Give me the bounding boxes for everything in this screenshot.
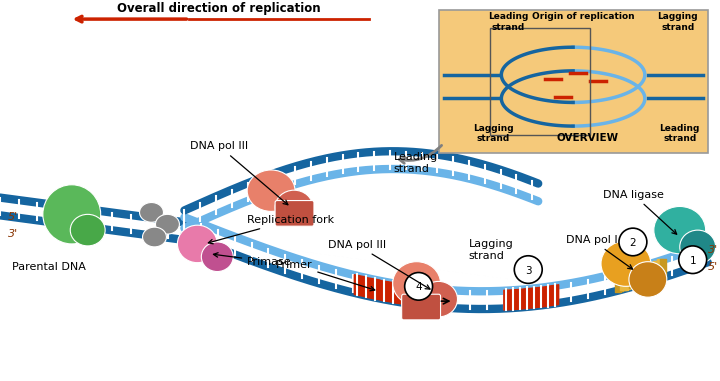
FancyBboxPatch shape [402,294,441,320]
Text: DNA pol III: DNA pol III [328,240,430,289]
Text: Lagging
strand: Lagging strand [657,12,698,32]
Text: OVERVIEW: OVERVIEW [557,133,619,144]
Ellipse shape [392,262,441,305]
Text: DNA pol I: DNA pol I [566,235,632,269]
Ellipse shape [71,215,105,246]
Text: Primase: Primase [213,253,292,267]
Circle shape [679,246,706,274]
Circle shape [619,228,647,256]
Circle shape [405,272,433,300]
Text: 2: 2 [629,238,636,248]
Text: Lagging
strand: Lagging strand [473,123,513,143]
Ellipse shape [143,227,166,247]
Bar [490,28,590,136]
Text: Lagging
strand: Lagging strand [469,239,513,261]
Ellipse shape [629,262,667,297]
Text: Replication fork: Replication fork [208,215,334,244]
Ellipse shape [43,185,101,244]
Text: 4: 4 [415,282,422,292]
Text: DNA pol III: DNA pol III [190,141,288,205]
Text: Leading
strand: Leading strand [660,123,700,143]
Ellipse shape [140,203,163,222]
Ellipse shape [156,215,179,234]
Text: Origin of replication: Origin of replication [532,12,634,21]
Ellipse shape [420,282,457,317]
Ellipse shape [680,230,716,264]
Ellipse shape [601,241,651,287]
Text: Primer: Primer [276,259,375,291]
Text: Overall direction of replication: Overall direction of replication [117,2,321,15]
Bar [438,10,708,153]
Text: 3: 3 [525,266,531,275]
Ellipse shape [654,207,706,254]
Ellipse shape [275,190,313,225]
Text: 5': 5' [8,212,18,222]
Text: 5': 5' [708,262,718,272]
Text: DNA ligase: DNA ligase [603,190,677,234]
Text: Leading
strand: Leading strand [488,12,528,32]
FancyBboxPatch shape [275,200,314,226]
Text: 1: 1 [689,256,696,266]
Ellipse shape [247,170,295,211]
Text: 3': 3' [708,245,718,255]
Text: 3': 3' [8,229,18,239]
Circle shape [514,256,542,283]
Ellipse shape [202,242,233,272]
Ellipse shape [177,225,217,263]
Text: Leading
strand: Leading strand [394,152,438,174]
Text: Parental DNA: Parental DNA [12,262,86,272]
